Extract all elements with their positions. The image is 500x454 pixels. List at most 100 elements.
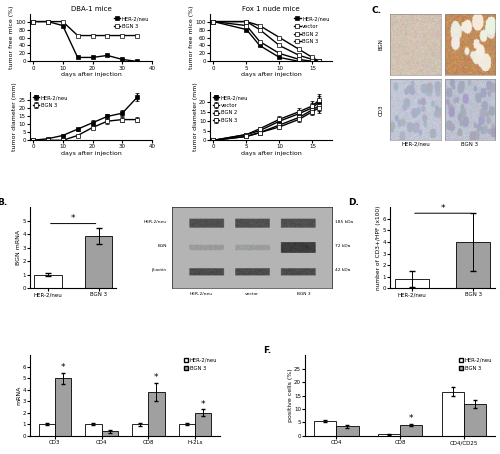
BGN 2 [244, 19, 250, 25]
Text: *: * [154, 373, 158, 382]
Text: BGN 3: BGN 3 [296, 292, 310, 296]
Bar [102, 431, 118, 436]
X-axis label: HER-2/neu: HER-2/neu [401, 142, 430, 147]
Bar [395, 279, 429, 288]
BGN 3 [276, 35, 282, 40]
BGN 3 [90, 33, 96, 38]
HER-2/neu [90, 55, 96, 60]
BGN 3 [120, 33, 126, 38]
X-axis label: days after injection: days after injection [241, 151, 302, 156]
Line: vector: vector [212, 20, 321, 63]
Text: β-actin: β-actin [152, 268, 167, 272]
X-axis label: days after injection: days after injection [60, 72, 122, 77]
Text: B.: B. [0, 198, 8, 207]
Y-axis label: tumor diameter (mm): tumor diameter (mm) [12, 82, 18, 151]
Y-axis label: tumor free mice (%): tumor free mice (%) [9, 6, 14, 69]
Text: 185 kDa: 185 kDa [336, 220, 353, 224]
Text: C.: C. [372, 6, 382, 15]
Bar [38, 424, 55, 436]
HER-2/neu [45, 19, 51, 25]
HER-2/neu [30, 19, 36, 25]
Bar [314, 421, 336, 436]
Y-axis label: tumor diameter (mm): tumor diameter (mm) [192, 82, 198, 151]
BGN 3 [244, 19, 250, 25]
Legend: HER-2/neu, BGN 3: HER-2/neu, BGN 3 [114, 16, 150, 29]
BGN 3 [60, 19, 66, 25]
Bar [442, 391, 464, 436]
Title: DBA-1 mice: DBA-1 mice [70, 6, 112, 12]
Bar [84, 236, 112, 288]
Text: HER-2/neu: HER-2/neu [189, 292, 212, 296]
Legend: HER-2/neu, BGN 3: HER-2/neu, BGN 3 [184, 358, 217, 370]
Bar [336, 426, 358, 436]
Y-axis label: BGN mRNA: BGN mRNA [16, 230, 21, 265]
BGN 3 [256, 23, 262, 28]
Y-axis label: tumor free mice (%): tumor free mice (%) [189, 6, 194, 69]
Text: D.: D. [348, 198, 360, 207]
Bar [464, 404, 486, 436]
HER-2/neu [256, 43, 262, 48]
Legend: HER-2/neu, BGN 3: HER-2/neu, BGN 3 [459, 358, 492, 370]
Text: HER-2/neu: HER-2/neu [144, 220, 167, 224]
BGN 2 [256, 27, 262, 32]
Text: *: * [61, 363, 66, 372]
vector [316, 59, 322, 64]
BGN 2 [310, 57, 316, 62]
vector [310, 59, 316, 64]
Bar [178, 424, 195, 436]
BGN 3 [134, 33, 140, 38]
Y-axis label: number of CD3+/HPF (x100): number of CD3+/HPF (x100) [376, 206, 382, 290]
vector [244, 23, 250, 28]
Title: Fox 1 nude mice: Fox 1 nude mice [242, 6, 300, 12]
Legend: HER-2/neu, vector, BGN 2, BGN 3: HER-2/neu, vector, BGN 2, BGN 3 [213, 95, 248, 123]
Line: HER-2/neu: HER-2/neu [212, 20, 321, 63]
HER-2/neu [74, 55, 80, 60]
Text: *: * [409, 414, 414, 423]
BGN 2 [316, 59, 322, 64]
HER-2/neu [296, 59, 302, 64]
BGN 3 [30, 19, 36, 25]
HER-2/neu [310, 59, 316, 64]
BGN 3 [210, 19, 216, 25]
Bar [378, 434, 400, 436]
BGN 3 [310, 55, 316, 60]
Text: vector: vector [245, 292, 259, 296]
vector [296, 57, 302, 62]
HER-2/neu [210, 19, 216, 25]
BGN 3 [74, 33, 80, 38]
Y-axis label: mRNA: mRNA [16, 386, 21, 405]
Bar [34, 275, 62, 288]
Line: HER-2/neu: HER-2/neu [31, 20, 139, 63]
HER-2/neu [120, 57, 126, 62]
HER-2/neu [276, 55, 282, 60]
Bar [456, 242, 490, 288]
BGN 3 [104, 33, 110, 38]
Bar [55, 378, 72, 436]
vector [210, 19, 216, 25]
X-axis label: days after injection: days after injection [60, 151, 122, 156]
Text: *: * [440, 204, 445, 212]
X-axis label: days after injection: days after injection [241, 72, 302, 77]
Line: BGN 3: BGN 3 [31, 20, 139, 37]
Bar [86, 424, 102, 436]
vector [276, 51, 282, 56]
HER-2/neu [104, 53, 110, 58]
BGN 3 [45, 19, 51, 25]
Text: 42 kDa: 42 kDa [336, 268, 350, 272]
vector [256, 39, 262, 44]
BGN 3 [316, 59, 322, 64]
Text: *: * [201, 400, 205, 409]
Line: BGN 3: BGN 3 [212, 20, 321, 63]
BGN 3 [296, 47, 302, 52]
HER-2/neu [316, 59, 322, 64]
HER-2/neu [134, 59, 140, 64]
Bar [195, 413, 211, 436]
Line: BGN 2: BGN 2 [212, 20, 321, 63]
X-axis label: BGN 3: BGN 3 [462, 142, 478, 147]
Bar [132, 424, 148, 436]
Y-axis label: positive cells (%): positive cells (%) [288, 369, 292, 422]
BGN 2 [296, 53, 302, 58]
Text: 72 kDa: 72 kDa [336, 244, 350, 248]
BGN 2 [276, 43, 282, 48]
HER-2/neu [60, 23, 66, 28]
